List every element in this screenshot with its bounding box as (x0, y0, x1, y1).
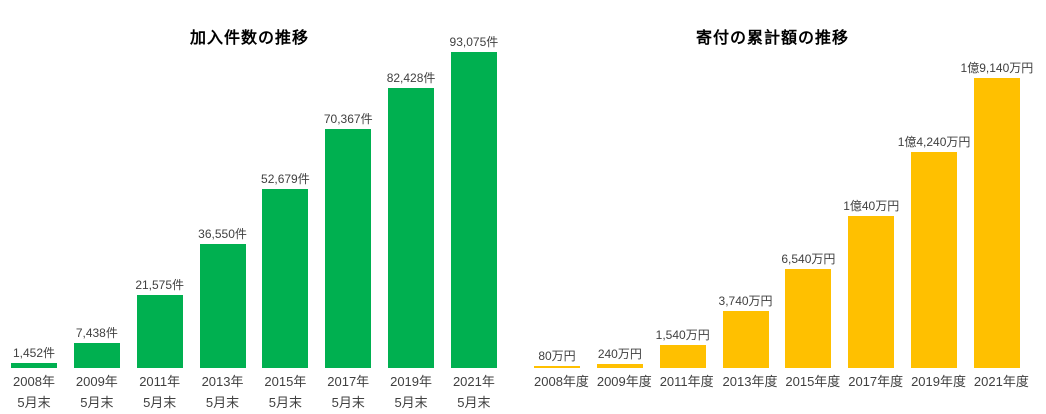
bar (659, 345, 706, 368)
bar-column: 240万円 (596, 20, 643, 368)
bar (262, 189, 309, 368)
bar-value-label: 1,540万円 (655, 328, 710, 342)
bar (136, 295, 183, 368)
x-axis-label-line: 5月末 (331, 395, 365, 410)
bar (388, 88, 435, 368)
bar-column: 93,075件 (449, 20, 499, 368)
subscriptions-chart-title: 加入件数の推移 (189, 30, 309, 47)
x-axis-label-line: 2008年 (13, 374, 55, 389)
bar-column: 36,550件 (198, 20, 247, 368)
x-axis-label: 2017年 5月末 (325, 371, 371, 413)
bar-value-label: 1億4,240万円 (897, 135, 971, 149)
bar-value-label: 52,679件 (261, 172, 310, 186)
x-axis-label-line: 2019年 (390, 374, 433, 389)
bar (534, 366, 580, 368)
x-axis-label-line: 2008年度 (534, 374, 589, 389)
x-axis-label-line: 2013年度 (722, 374, 778, 389)
bar-column: 1億9,140万円 (961, 20, 1033, 368)
bar (325, 129, 372, 368)
bar-column: 7,438件 (73, 20, 120, 368)
x-axis-label-line: 5月末 (80, 395, 114, 410)
x-axis-label-line: 5月末 (143, 395, 177, 410)
x-axis-label-line: 2017年 (327, 374, 370, 389)
bar-column: 1億4,240万円 (898, 20, 970, 368)
x-axis-label-line: 5月末 (394, 395, 428, 410)
subscriptions-x-axis: 2008年 5月末 2009年 5月末 2011年 5月末 2013年 5月末 2015年 5月末… (11, 371, 497, 413)
bar-column: 21,575件 (135, 20, 185, 368)
bar-column: 52,679件 (261, 20, 310, 368)
x-axis-label-line: 2021年 (452, 374, 495, 389)
x-axis-label-line: 2009年 (75, 374, 118, 389)
bar (785, 269, 832, 368)
bar-column: 82,428件 (386, 20, 436, 368)
subscriptions-plot-area: 1,452件 7,438件 21,575件 36,550件 52,679件 70,367件… (11, 20, 499, 368)
x-axis-label-line: 2015年度 (785, 374, 841, 389)
x-axis-label: 2017年度 (848, 371, 904, 392)
bar-value-label: 1億40万円 (843, 199, 900, 213)
bar (450, 52, 497, 368)
bar-column: 3,740万円 (719, 20, 773, 368)
donations-chart-title: 寄付の累計額の推移 (695, 30, 849, 47)
x-axis-label: 2011年 5月末 (137, 371, 183, 413)
bar-value-label: 93,075件 (449, 35, 499, 49)
x-axis-label: 2013年 5月末 (200, 371, 246, 413)
x-axis-label-line: 5月末 (457, 395, 491, 410)
bar-column: 6,540万円 (781, 20, 835, 368)
bar (199, 244, 246, 368)
x-axis-label-line: 2021年度 (973, 374, 1029, 389)
bar-value-label: 36,550件 (198, 227, 247, 241)
bar (848, 216, 895, 368)
x-axis-label: 2015年度 (785, 371, 841, 392)
bar (973, 78, 1020, 368)
x-axis-label: 2008年 5月末 (11, 371, 57, 413)
x-axis-label-line: 5月末 (17, 395, 51, 410)
x-axis-label-line: 2013年 (201, 374, 244, 389)
bar-value-label: 80万円 (538, 349, 576, 363)
bar (73, 343, 120, 368)
x-axis-label-line: 5月末 (268, 395, 302, 410)
x-axis-label-line: 2011年 (139, 374, 181, 389)
donations-plot-area: 80万円 240万円 1,540万円 3,740万円 6,540万円 1億40万円 1億4,… (534, 20, 1033, 368)
subscriptions-chart: 加入件数の推移 1,452件 7,438件 21,575件 36,550件 52,679… (11, 20, 499, 413)
bar-column: 80万円 (534, 20, 580, 368)
x-axis-label: 2009年度 (596, 371, 652, 392)
bar-value-label: 240万円 (597, 347, 642, 361)
x-axis-label: 2019年 5月末 (388, 371, 434, 413)
x-axis-label: 2019年度 (911, 371, 966, 392)
x-axis-label: 2009年 5月末 (74, 371, 120, 413)
x-axis-label: 2013年度 (722, 371, 778, 392)
x-axis-label-line: 2015年 (264, 374, 307, 389)
bar-column: 1,540万円 (656, 20, 710, 368)
x-axis-label: 2008年度 (534, 371, 589, 392)
x-axis-label-line: 5月末 (205, 395, 240, 410)
x-axis-label: 2021年 5月末 (451, 371, 497, 413)
x-axis-label: 2021年度 (973, 371, 1029, 392)
bar-value-label: 6,540万円 (781, 252, 836, 266)
bar (11, 363, 57, 368)
bar-value-label: 1,452件 (12, 346, 56, 360)
bar-value-label: 21,575件 (135, 278, 185, 292)
bar-value-label: 82,428件 (386, 71, 436, 85)
donations-chart: 寄付の累計額の推移 80万円 240万円 1,540万円 3,740万円 6,540万円… (523, 0, 1046, 414)
bar-column: 70,367件 (323, 20, 373, 368)
bar-value-label: 3,740万円 (718, 294, 773, 308)
x-axis-label-line: 2009年度 (596, 374, 652, 389)
bar (722, 311, 769, 368)
x-axis-label-line: 2017年度 (848, 374, 904, 389)
bar-column: 1億40万円 (843, 20, 899, 368)
x-axis-label: 2011年度 (659, 371, 714, 392)
bar (911, 152, 958, 368)
bar-column: 1,452件 (11, 20, 57, 368)
bar-value-label: 1億9,140万円 (960, 61, 1034, 75)
bar (596, 364, 643, 368)
x-axis-label-line: 2019年度 (911, 374, 966, 389)
donations-x-axis: 2008年度 2009年度 2011年度 2013年度 2015年度 2017年度 2019… (534, 371, 1029, 392)
bar-value-label: 70,367件 (323, 112, 373, 126)
bar-value-label: 7,438件 (75, 326, 118, 340)
x-axis-label-line: 2011年度 (659, 374, 714, 389)
x-axis-label: 2015年 5月末 (262, 371, 308, 413)
